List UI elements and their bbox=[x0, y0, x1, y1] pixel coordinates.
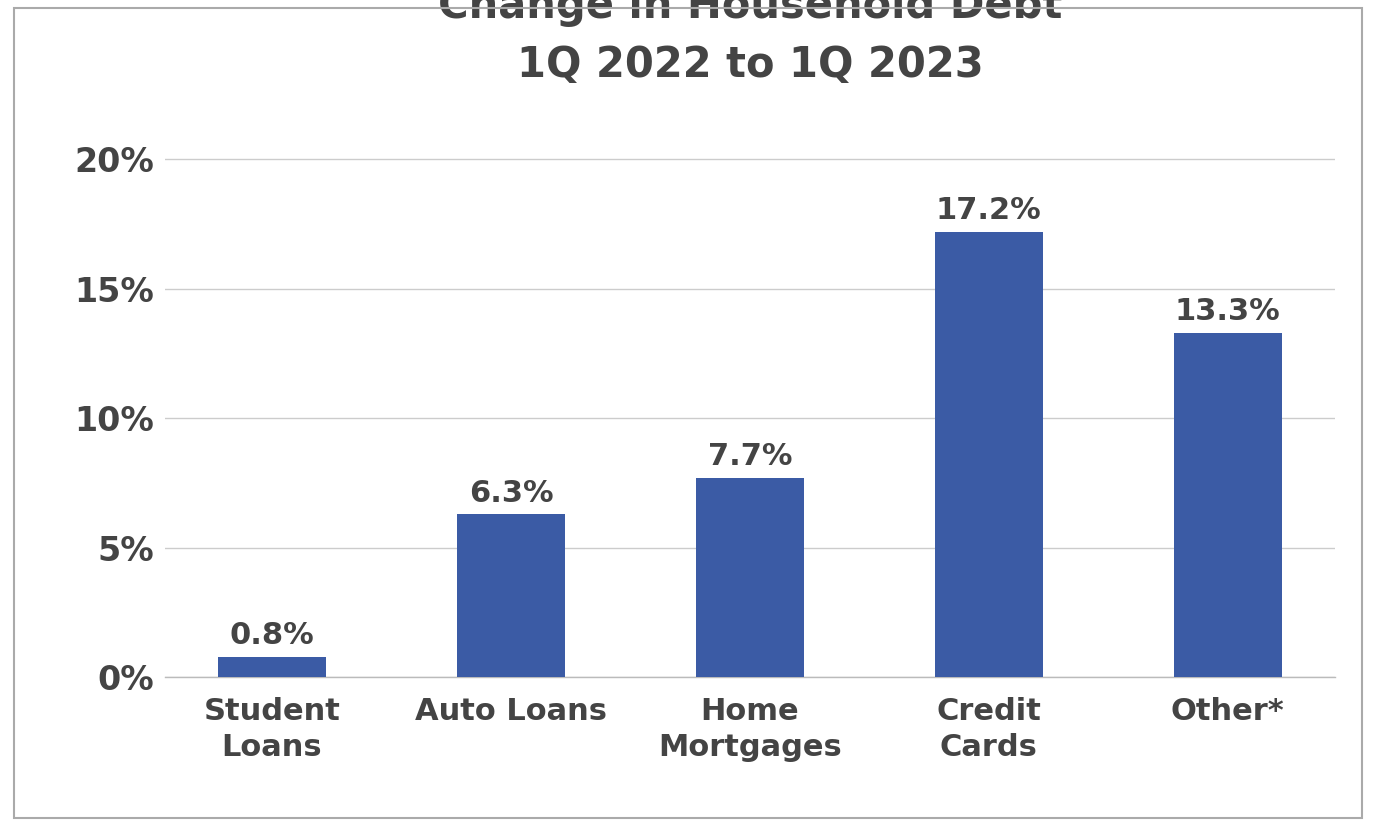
Bar bbox=[696, 477, 804, 677]
Title: Change in Household Debt
1Q 2022 to 1Q 2023: Change in Household Debt 1Q 2022 to 1Q 2… bbox=[438, 0, 1062, 86]
Bar bbox=[1174, 333, 1281, 677]
Bar bbox=[936, 232, 1043, 677]
Bar bbox=[219, 657, 326, 677]
Text: 7.7%: 7.7% bbox=[707, 443, 793, 472]
Bar bbox=[457, 514, 564, 677]
Text: 13.3%: 13.3% bbox=[1175, 297, 1281, 326]
Text: 17.2%: 17.2% bbox=[936, 197, 1042, 225]
Text: 6.3%: 6.3% bbox=[469, 478, 553, 508]
Text: 0.8%: 0.8% bbox=[230, 621, 315, 650]
